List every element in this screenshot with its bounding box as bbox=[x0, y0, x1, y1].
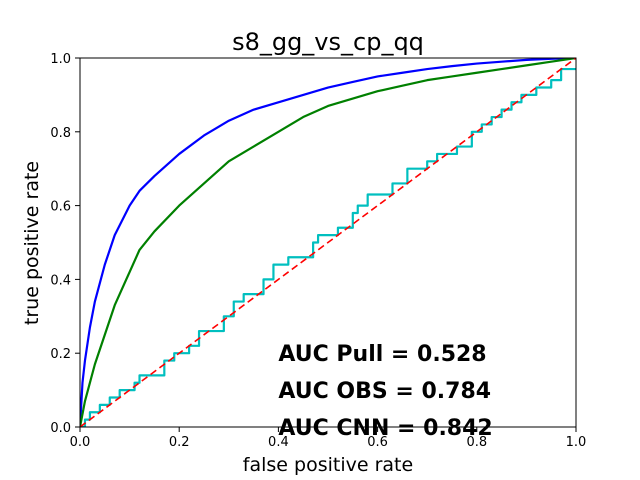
plot-area: 0.0 0.2 0.4 0.6 0.8 1.0 0.0 0.2 0.4 0.6 0.8 1.0 AUC … bbox=[50, 52, 586, 450]
y-tick-label: 0.0 bbox=[50, 421, 71, 436]
x-tick-label: 0.6 bbox=[367, 435, 388, 450]
series-line-3 bbox=[80, 58, 576, 427]
plot-frame bbox=[79, 57, 577, 428]
x-tick-label: 0.2 bbox=[169, 435, 190, 450]
auc-annotation: AUC CNN = 0.842 bbox=[278, 416, 492, 441]
chart-title: s8_gg_vs_cp_qq bbox=[232, 28, 424, 56]
auc-annotation: AUC OBS = 0.784 bbox=[278, 379, 491, 404]
auc-annotation: AUC Pull = 0.528 bbox=[278, 342, 486, 367]
y-tick-label: 1.0 bbox=[50, 52, 71, 67]
x-tick-label: 1.0 bbox=[566, 435, 587, 450]
x-axis-label: false positive rate bbox=[243, 454, 413, 476]
series-group bbox=[80, 58, 576, 427]
y-tick-label: 0.6 bbox=[50, 200, 71, 215]
y-tick-label: 0.4 bbox=[50, 273, 71, 288]
series-line-1 bbox=[80, 58, 576, 427]
series-line-0 bbox=[80, 58, 576, 427]
y-tick-label: 0.2 bbox=[50, 347, 71, 362]
x-tick-label: 0.4 bbox=[268, 435, 289, 450]
y-axis-label: true positive rate bbox=[21, 161, 43, 325]
x-tick-label: 0.8 bbox=[466, 435, 487, 450]
x-tick-label: 0.0 bbox=[70, 435, 91, 450]
y-tick-label: 0.8 bbox=[50, 126, 71, 141]
